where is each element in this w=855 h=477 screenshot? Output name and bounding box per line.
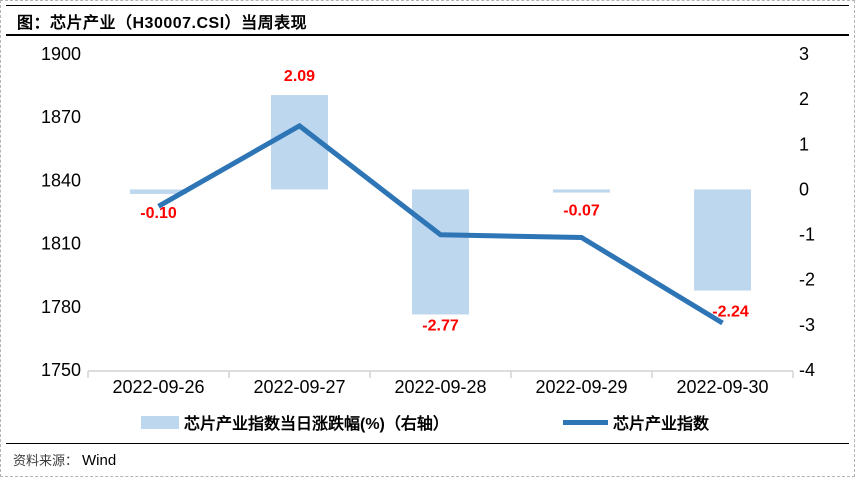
combo-chart: 1900 1870 1840 1810 1780 1750 3 2 1 0 -1 -2 -3 -4 -0.1… xyxy=(1,41,854,441)
legend-item-line-series: 芯片产业指数 xyxy=(563,412,710,433)
bar xyxy=(553,189,610,193)
legend-item-bar-series: 芯片产业指数当日涨跌幅(%)（右轴） xyxy=(141,412,449,433)
source-row: 资料来源： Wind xyxy=(13,450,116,470)
left-axis-tick-label: 1900 xyxy=(41,44,81,64)
left-axis-tick-label: 1870 xyxy=(41,107,81,127)
source-value: Wind xyxy=(82,452,117,469)
legend-line-label: 芯片产业指数 xyxy=(613,416,710,433)
title-rule xyxy=(6,34,849,36)
value-label: -2.77 xyxy=(422,317,459,334)
right-axis-tick-label: -2 xyxy=(799,270,815,290)
bar xyxy=(412,189,469,315)
right-axis-tick-label: -4 xyxy=(799,360,815,380)
right-axis-tick-label: 3 xyxy=(799,44,809,64)
value-label: -0.10 xyxy=(140,205,177,222)
right-axis-tick-label: -1 xyxy=(799,225,815,245)
bar-swatch-icon xyxy=(141,415,179,429)
legend-bar-label: 芯片产业指数当日涨跌幅(%)（右轴） xyxy=(184,416,449,433)
line-swatch-icon xyxy=(563,419,608,425)
left-axis-tick-label: 1780 xyxy=(41,297,81,317)
source-label: 资料来源： xyxy=(13,453,79,468)
bottom-rule xyxy=(6,443,849,444)
index-line xyxy=(157,122,724,326)
right-axis-tick-label: -3 xyxy=(799,315,815,335)
x-tick-label: 2022-09-28 xyxy=(394,377,486,397)
x-tick-label: 2022-09-29 xyxy=(535,377,627,397)
figure-title: 图：芯片产业（H30007.CSI）当周表现 xyxy=(17,15,308,32)
x-tick-label: 2022-09-27 xyxy=(253,377,345,397)
value-label: 2.09 xyxy=(284,68,315,85)
right-axis-tick-label: 0 xyxy=(799,179,809,199)
right-axis-tick-label: 1 xyxy=(799,134,809,154)
x-tick-label: 2022-09-26 xyxy=(112,377,204,397)
bar xyxy=(130,189,187,194)
value-label: -0.07 xyxy=(563,203,600,220)
chart-canvas: 1900 1870 1840 1810 1780 1750 3 2 1 0 -1 -2 -3 -4 -0.1… xyxy=(41,44,815,397)
chart-legend: 芯片产业指数当日涨跌幅(%)（右轴） 芯片产业指数 xyxy=(1,412,854,433)
value-label: -2.24 xyxy=(712,304,749,321)
left-axis-tick-label: 1810 xyxy=(41,234,81,254)
x-tick-label: 2022-09-30 xyxy=(676,377,768,397)
right-axis-tick-label: 2 xyxy=(799,89,809,109)
top-rule xyxy=(6,5,849,6)
left-axis-tick-label: 1840 xyxy=(41,170,81,190)
left-axis-tick-label: 1750 xyxy=(41,360,81,380)
bar xyxy=(694,189,751,291)
